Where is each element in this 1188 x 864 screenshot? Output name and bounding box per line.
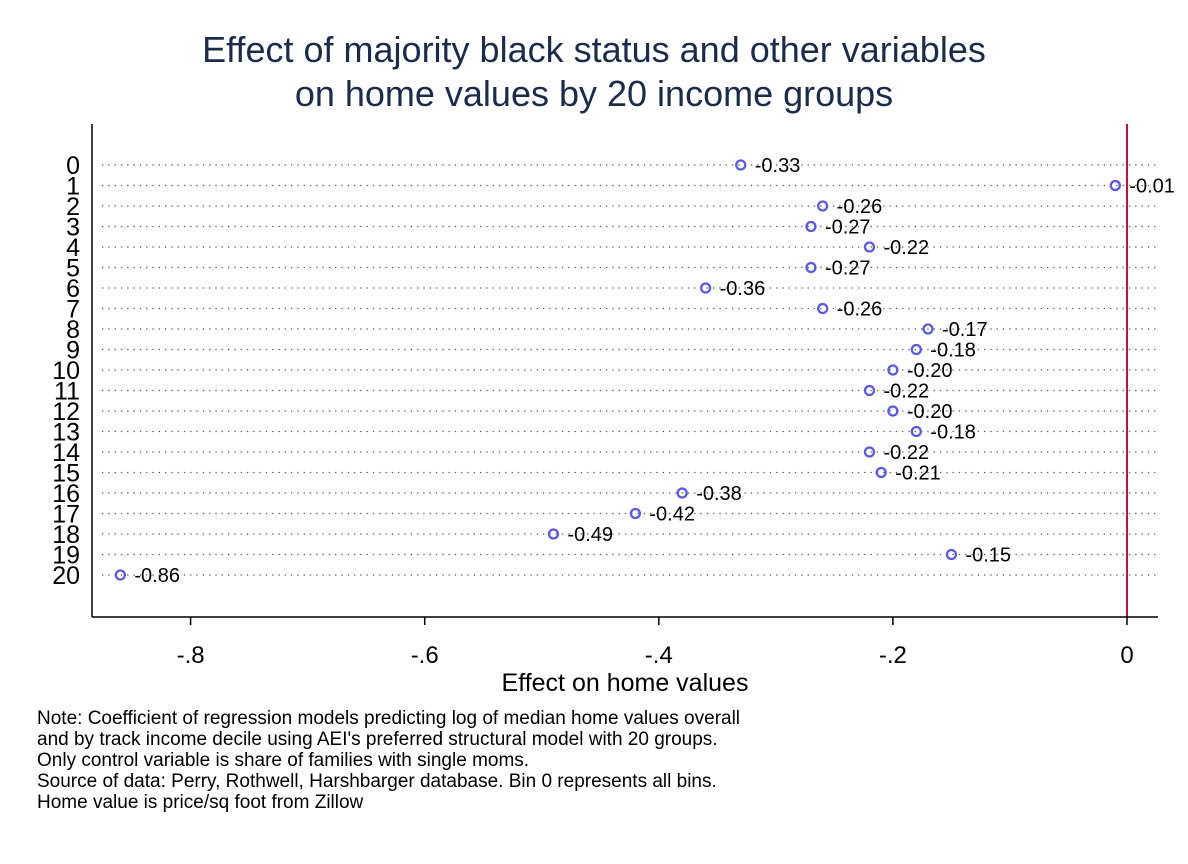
data-point	[805, 220, 817, 233]
data-label: -0.22	[883, 381, 929, 403]
data-point	[863, 384, 876, 397]
y-tick-label: 7	[66, 296, 80, 324]
note-line-3: Only control variable is share of famili…	[37, 750, 530, 771]
chart-title: Effect of majority black status and othe…	[0, 28, 1188, 116]
data-label: -0.36	[720, 278, 766, 300]
data-point	[629, 507, 642, 520]
data-label: -0.18	[930, 422, 976, 444]
data-label: -0.17	[942, 319, 988, 341]
data-label: -0.20	[907, 401, 953, 423]
x-tick-label: -.6	[411, 642, 439, 669]
y-tick-label: 11	[54, 378, 80, 406]
y-tick-label: 5	[66, 255, 80, 283]
data-label: -0.15	[965, 545, 1011, 567]
y-tick-label: 10	[52, 357, 80, 385]
data-label: -0.42	[649, 504, 695, 526]
note-line-1: Note: Coefficient of regression models p…	[37, 708, 741, 729]
data-point	[863, 241, 876, 253]
data-point	[699, 282, 712, 294]
data-point	[945, 548, 958, 561]
data-label: -0.86	[134, 565, 180, 587]
note-line-5: Home value is price/sq foot from Zillow	[37, 792, 364, 813]
data-point	[1109, 179, 1121, 192]
y-tick-label: 9	[66, 337, 80, 365]
data-label: -0.26	[837, 196, 883, 218]
chart-note: Note: Coefficient of regression models p…	[37, 708, 740, 813]
data-label: -0.21	[895, 463, 941, 485]
data-point	[114, 569, 127, 581]
note-line-4: Source of data: Perry, Rothwell, Harshba…	[37, 771, 717, 792]
data-label: -0.27	[825, 217, 871, 239]
y-tick-label: 16	[52, 480, 80, 508]
x-tick-label: -.2	[879, 642, 907, 669]
y-tick-label: 8	[66, 316, 80, 344]
y-tick-label: 12	[52, 398, 80, 426]
data-point	[922, 323, 934, 335]
data-label: -0.33	[755, 155, 801, 177]
data-label: -0.49	[567, 524, 613, 546]
data-point	[817, 200, 829, 212]
y-tick-label: 19	[52, 542, 80, 570]
y-tick-label: 0	[66, 152, 80, 180]
x-tick-label: 0	[1120, 642, 1133, 669]
data-point	[863, 446, 876, 458]
chart-title-line-2: on home values by 20 income groups	[294, 73, 894, 114]
x-tick-label: -.8	[177, 642, 205, 669]
data-point	[817, 302, 829, 315]
data-label: -0.27	[825, 258, 871, 280]
data-label: -0.22	[883, 442, 929, 464]
data-point	[805, 261, 817, 274]
data-point	[735, 159, 747, 171]
y-tick-label: 6	[66, 275, 80, 303]
y-tick-label: 2	[66, 193, 80, 221]
data-point	[875, 466, 887, 479]
data-point	[910, 425, 922, 438]
y-tick-label: 15	[52, 460, 80, 488]
chart-title-line-1: Effect of majority black status and othe…	[202, 29, 986, 70]
data-label: -0.26	[837, 299, 883, 321]
x-tick-label: -.4	[645, 642, 673, 669]
y-tick-label: 14	[52, 439, 80, 467]
y-tick-label: 20	[52, 562, 80, 590]
data-point	[887, 364, 899, 376]
x-axis-title: Effect on home values	[502, 669, 749, 697]
data-label: -0.01	[1129, 176, 1175, 198]
data-label: -0.22	[883, 237, 929, 259]
data-label: -0.18	[930, 340, 976, 362]
y-tick-label: 4	[66, 234, 80, 262]
data-label: -0.38	[696, 483, 742, 505]
y-tick-label: 13	[52, 419, 80, 447]
y-tick-label: 3	[66, 214, 80, 242]
data-label: -0.20	[907, 360, 953, 382]
y-tick-label: 18	[52, 521, 80, 549]
y-tick-label: 17	[52, 501, 80, 529]
data-point	[910, 343, 922, 356]
data-point	[887, 405, 899, 417]
data-point	[676, 487, 688, 499]
data-point	[547, 528, 560, 540]
y-tick-label: 1	[66, 173, 80, 201]
note-line-2: and by track income decile using AEI's p…	[37, 729, 718, 750]
